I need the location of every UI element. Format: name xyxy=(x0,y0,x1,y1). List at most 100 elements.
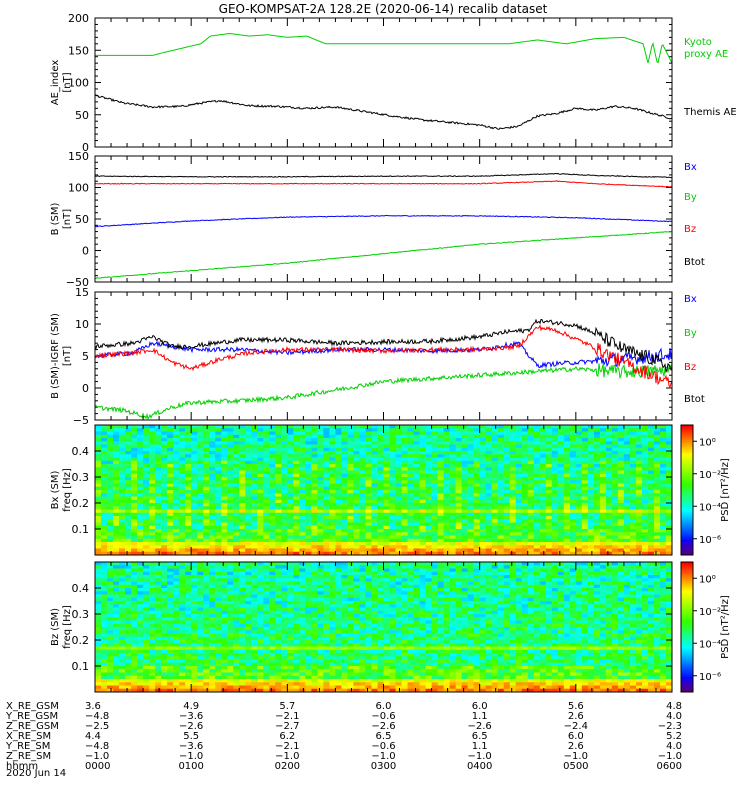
y-axis-label: Bx (SM) xyxy=(50,471,61,510)
ephemeris-value: 0100 xyxy=(178,761,203,772)
colorbar-tick-label: 10⁰ xyxy=(699,574,716,585)
y-axis-label: [nT] xyxy=(62,209,73,229)
legend-entry: Bz xyxy=(684,362,696,373)
ephemeris-value: 5.6 xyxy=(568,701,584,712)
y-tick-label: 200 xyxy=(68,12,89,25)
y-axis-label: B (SM) xyxy=(50,202,61,235)
ephemeris-value: 5.5 xyxy=(183,731,199,742)
ephemeris-value: −2.1 xyxy=(275,711,299,722)
ephemeris-value: −2.6 xyxy=(179,721,203,732)
panel-2: B (SM) [nT] −50 0 50 100 150 Bx By Bz Btot xyxy=(50,150,705,289)
ephemeris-value: 0000 xyxy=(85,761,110,772)
spectrogram xyxy=(95,425,673,556)
panel-3: B (SM)-IGRF (SM) [nT] −5 0 5 10 15 Bx By Bz Btot xyxy=(50,286,705,427)
ephemeris-row-label: hhmm xyxy=(6,761,38,772)
ephemeris-value: 5.7 xyxy=(279,701,295,712)
ephemeris-value: 6.2 xyxy=(279,731,295,742)
ephemeris-value: −3.6 xyxy=(179,711,203,722)
ephemeris-value: 0500 xyxy=(563,761,588,772)
y-axis-label: AE_index xyxy=(50,60,61,106)
legend-entry: By xyxy=(684,192,697,203)
colorbar-tick-label: 10⁰ xyxy=(699,437,716,448)
y-tick-label: 0.4 xyxy=(72,582,90,595)
legend-entry: Btot xyxy=(684,394,705,405)
ephemeris-value: 0600 xyxy=(657,761,682,772)
ephemeris-row-label: Z_RE_GSM xyxy=(6,721,59,732)
ephemeris-value: −2.7 xyxy=(275,721,299,732)
ephemeris-value: 2.6 xyxy=(568,741,584,752)
series-line-kyoto xyxy=(95,32,673,64)
colorbar-tick-label: 10⁻² xyxy=(699,470,721,481)
y-axis-label: freq [Hz] xyxy=(62,605,73,649)
ephemeris-value: −4.8 xyxy=(85,741,109,752)
series-line-by xyxy=(94,231,673,280)
series-line-btot xyxy=(94,318,673,374)
ephemeris-value: −2.4 xyxy=(564,721,588,732)
y-axis-label: [nT] xyxy=(62,72,73,92)
ephemeris-value: 4.8 xyxy=(666,701,682,712)
ephemeris-value: −1.0 xyxy=(658,751,682,762)
legend-entry: By xyxy=(684,328,697,339)
ephemeris-value: −3.6 xyxy=(179,741,203,752)
ephemeris-value: −2.5 xyxy=(85,721,109,732)
ephemeris-value: −0.6 xyxy=(371,711,395,722)
ephemeris-value: 6.0 xyxy=(472,701,488,712)
ephemeris-row-label: X_RE_SM xyxy=(6,731,51,742)
y-tick-label: 5 xyxy=(82,350,89,363)
panel-5: Bz (SM) freq [Hz]0.10.20.30.410⁰10⁻²10⁻⁴1… xyxy=(50,561,731,693)
y-axis-label: freq [Hz] xyxy=(62,468,73,512)
ephemeris-row-label: Y_RE_SM xyxy=(5,741,50,752)
ephemeris-value: −1.0 xyxy=(468,751,492,762)
ephemeris-value: 1.1 xyxy=(472,741,488,752)
ephemeris-value: −2.6 xyxy=(468,721,492,732)
y-tick-label: 0.4 xyxy=(72,445,90,458)
colorbar-tick-label: 10⁻⁴ xyxy=(699,639,721,650)
ephemeris-value: 4.0 xyxy=(666,741,682,752)
y-tick-label: 10 xyxy=(75,318,89,331)
legend-entry: Bz xyxy=(684,224,696,235)
ephemeris-value: −1.0 xyxy=(564,751,588,762)
y-tick-label: 0 xyxy=(82,141,89,154)
ephemeris-row-label: Y_RE_GSM xyxy=(5,711,58,722)
y-axis-label: B (SM)-IGRF (SM) xyxy=(50,313,61,399)
colorbar-tick-label: 10⁻² xyxy=(699,607,721,618)
ephemeris-value: −4.8 xyxy=(85,711,109,722)
ephemeris-value: −0.6 xyxy=(371,741,395,752)
panel-frame xyxy=(94,291,673,421)
y-axis-label: [nT] xyxy=(62,346,73,366)
y-tick-label: 0.3 xyxy=(72,608,90,621)
legend-entry: Bx xyxy=(684,294,697,305)
ephemeris-value: 6.0 xyxy=(568,731,584,742)
colorbar: 10⁰ 10⁻² 10⁻⁴ 10⁻⁶ PSD [nT²/Hz] xyxy=(680,424,731,556)
y-tick-label: 0.3 xyxy=(72,471,90,484)
ephemeris-value: 4.4 xyxy=(85,731,101,742)
ephemeris-value: 2.6 xyxy=(568,711,584,722)
y-tick-label: −50 xyxy=(66,276,89,289)
figure-title: GEO-KOMPSAT-2A 128.2E (2020-06-14) recal… xyxy=(219,2,548,16)
y-tick-label: 150 xyxy=(68,150,89,163)
ephemeris-value: 5.2 xyxy=(666,731,682,742)
ephemeris-value: 0200 xyxy=(275,761,300,772)
ephemeris-value: 0300 xyxy=(371,761,396,772)
y-tick-label: 50 xyxy=(75,109,89,122)
legend-entry: Bx xyxy=(684,162,697,173)
ephemeris-value: −1.0 xyxy=(179,751,203,762)
ephemeris-value: 4.0 xyxy=(666,711,682,722)
series-line-bz xyxy=(94,324,673,389)
ephemeris-value: −2.3 xyxy=(658,721,682,732)
colorbar: 10⁰ 10⁻² 10⁻⁴ 10⁻⁶ PSD [nT²/Hz] xyxy=(680,561,731,693)
y-tick-label: 100 xyxy=(68,77,89,90)
legend-entry: Btot xyxy=(684,257,705,268)
y-tick-label: 0.2 xyxy=(72,497,90,510)
legend-entry: proxy AE xyxy=(684,49,728,60)
panel-frame xyxy=(94,17,673,148)
ephemeris-value: 4.9 xyxy=(183,701,199,712)
ephemeris-row-label: Z_RE_SM xyxy=(6,751,51,762)
ephemeris-row-label: X_RE_GSM xyxy=(6,701,59,712)
series-line-bx xyxy=(94,214,672,228)
y-tick-label: 150 xyxy=(68,44,89,57)
colorbar-tick-label: 10⁻⁶ xyxy=(699,535,721,546)
colorbar-tick-label: 10⁻⁴ xyxy=(699,502,721,513)
